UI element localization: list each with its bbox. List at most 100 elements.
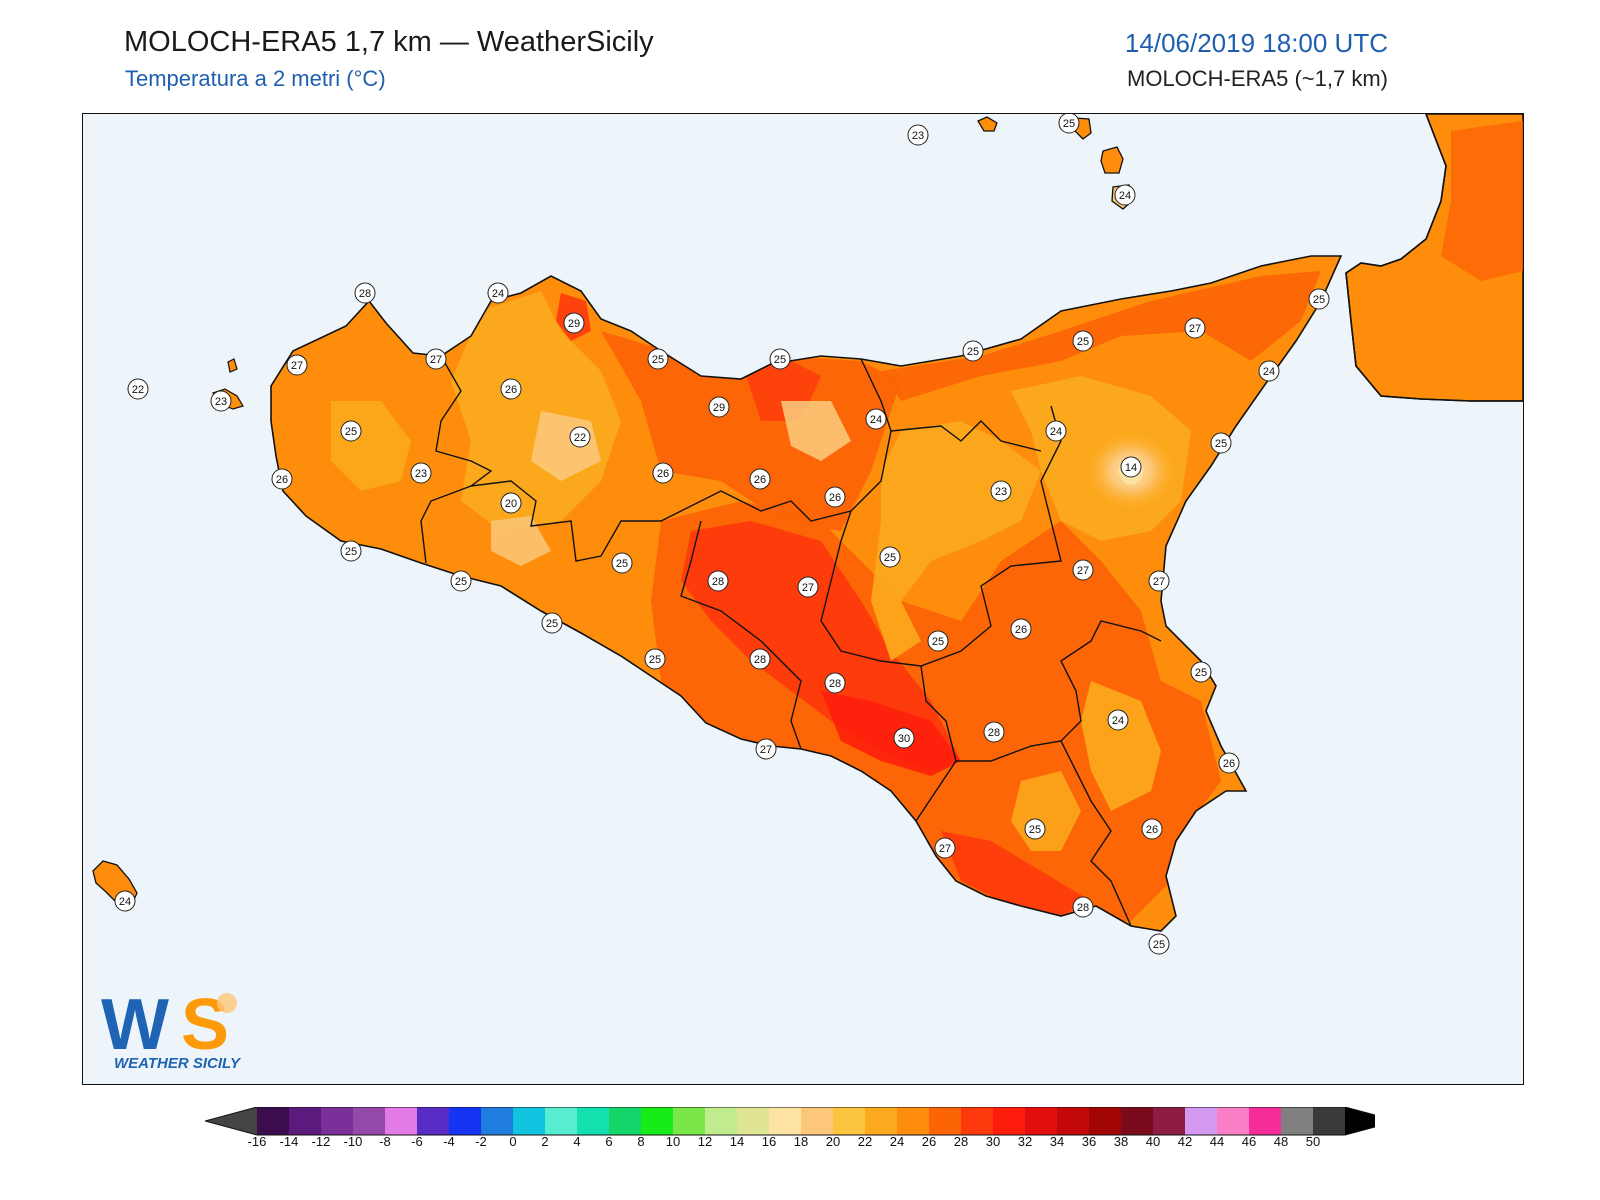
temperature-field <box>331 271 1321 927</box>
station-value: 25 <box>546 618 558 630</box>
station-circle <box>644 648 666 670</box>
station-marker: 25 <box>1072 330 1094 352</box>
colorbar-tick-label: 38 <box>1114 1134 1128 1147</box>
station-value: 24 <box>492 288 504 300</box>
colorbar-tick-label: -12 <box>312 1134 331 1147</box>
station-value: 28 <box>754 654 766 666</box>
station-marker: 24 <box>1258 360 1280 382</box>
aeolian-island-vulcano <box>1100 146 1124 174</box>
station-marker: 25 <box>927 630 949 652</box>
colorbar-swatch <box>1313 1107 1346 1135</box>
station-circle <box>286 354 308 376</box>
colorbar-swatch <box>353 1107 386 1135</box>
station-circle <box>340 540 362 562</box>
station-marker: 28 <box>707 570 729 592</box>
station-circle <box>1045 420 1067 442</box>
station-circle <box>647 348 669 370</box>
station-value: 25 <box>1063 118 1075 130</box>
station-value: 14 <box>1125 462 1137 474</box>
station-value: 27 <box>1189 323 1201 335</box>
map-panel[interactable]: 28 24 29 27 27 25 25 22 23 26 29 24 25 22 23 26 26 26 26 20… <box>82 113 1524 1085</box>
temperature-map[interactable]: 28 24 29 27 27 25 25 22 23 26 29 24 25 22 23 26 26 26 26 20… <box>83 114 1523 1084</box>
station-marker: 27 <box>425 348 447 370</box>
colorbar-swatch <box>865 1107 898 1135</box>
colorbar-swatch <box>609 1107 642 1135</box>
station-value: 22 <box>132 384 144 396</box>
colorbar-swatch <box>385 1107 418 1135</box>
station-value: 28 <box>712 576 724 588</box>
station-marker: 24 <box>1107 709 1129 731</box>
station-marker: 27 <box>755 738 777 760</box>
weathersicily-logo: W S WEATHER SICILY <box>97 981 257 1073</box>
station-marker: 23 <box>410 462 432 484</box>
station-value: 28 <box>829 678 841 690</box>
station-circle <box>824 672 846 694</box>
station-marker: 25 <box>1210 432 1232 454</box>
station-circle <box>893 727 915 749</box>
logo-text: WEATHER SICILY <box>113 1055 241 1072</box>
station-circle <box>210 390 232 412</box>
station-circle <box>1072 330 1094 352</box>
station-marker: 25 <box>769 348 791 370</box>
station-value: 24 <box>1050 426 1062 438</box>
colorbar-tick-label: 22 <box>858 1134 872 1147</box>
station-value: 28 <box>988 727 1000 739</box>
calabria-coastline <box>1345 114 1523 402</box>
station-marker: 28 <box>1072 896 1094 918</box>
station-marker: 28 <box>983 721 1005 743</box>
station-value: 25 <box>345 426 357 438</box>
station-value: 25 <box>1195 667 1207 679</box>
station-value: 27 <box>802 582 814 594</box>
station-value: 24 <box>119 896 131 908</box>
station-value: 25 <box>774 354 786 366</box>
station-value: 24 <box>1119 190 1131 202</box>
station-value: 27 <box>430 354 442 366</box>
colorbar-tick-label: 30 <box>986 1134 1000 1147</box>
svg-text:W: W <box>101 985 169 1065</box>
station-value: 25 <box>1313 294 1325 306</box>
station-circle <box>983 721 1005 743</box>
map-subtitle: Temperatura a 2 metri (°C) <box>125 66 386 91</box>
station-marker: 25 <box>541 612 563 634</box>
station-value: 25 <box>649 654 661 666</box>
station-marker: 26 <box>1010 618 1032 640</box>
station-value: 25 <box>1153 939 1165 951</box>
station-marker: 23 <box>210 390 232 412</box>
station-marker: 24 <box>487 282 509 304</box>
colorbar-tick-label: 34 <box>1050 1134 1064 1147</box>
station-circle <box>450 570 472 592</box>
colorbar-swatch <box>449 1107 482 1135</box>
colorbar-swatch <box>737 1107 770 1135</box>
station-circle <box>907 124 929 146</box>
station-circle <box>1120 456 1142 478</box>
station-circle <box>541 612 563 634</box>
colorbar-swatch <box>673 1107 706 1135</box>
station-marker: 30 <box>893 727 915 749</box>
station-value: 24 <box>870 414 882 426</box>
colorbar-over-arrow <box>1345 1107 1375 1135</box>
colorbar-swatch <box>961 1107 994 1135</box>
colorbar-tick-label: 20 <box>826 1134 840 1147</box>
station-circle <box>569 426 591 448</box>
station-circle <box>1072 559 1094 581</box>
colorbar-swatch <box>833 1107 866 1135</box>
station-marker: 26 <box>500 378 522 400</box>
calabria-hotspot <box>1441 121 1523 281</box>
station-value: 27 <box>1153 576 1165 588</box>
station-marker: 26 <box>824 486 846 508</box>
station-circle <box>1024 818 1046 840</box>
station-value: 26 <box>829 492 841 504</box>
station-marker: 27 <box>934 837 956 859</box>
station-circle <box>1072 896 1094 918</box>
station-marker: 22 <box>569 426 591 448</box>
colorbar-swatch <box>929 1107 962 1135</box>
station-circle <box>271 468 293 490</box>
station-value: 26 <box>1223 758 1235 770</box>
colorbar-swatch <box>481 1107 514 1135</box>
colorbar-under-arrow <box>205 1107 257 1135</box>
station-marker: 26 <box>652 462 674 484</box>
colorbar-tick-label: 32 <box>1018 1134 1032 1147</box>
station-marker: 27 <box>797 576 819 598</box>
colorbar-swatch <box>1185 1107 1218 1135</box>
station-marker: 23 <box>990 480 1012 502</box>
